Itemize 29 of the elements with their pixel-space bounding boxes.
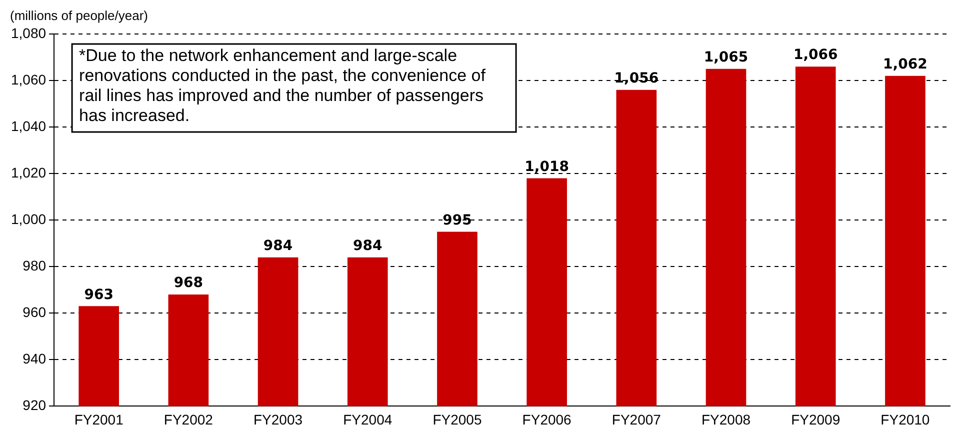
y-tick-label: 1,000 [10,210,46,227]
y-tick-label: 1,020 [10,164,46,180]
data-label: 984 [263,238,293,254]
data-label: 968 [174,275,204,292]
x-tick-label: FY2005 [432,411,482,428]
data-label: 963 [84,286,114,303]
data-label: 1,062 [883,56,928,73]
y-tick-label: 980 [22,257,46,274]
data-label: 984 [353,238,382,254]
data-label: 1,018 [524,158,569,175]
y-tick-label: 1,040 [10,118,46,134]
y-tick-label: 1,060 [10,71,46,88]
y-tick-label: 960 [22,304,46,320]
x-tick-label: FY2007 [612,411,662,428]
x-tick-label: FY2009 [791,411,840,428]
x-tick-label: FY2002 [164,411,214,428]
y-tick-label: 1,080 [10,24,46,41]
y-tick-label: 940 [22,350,46,367]
x-tick-label: FY2008 [701,411,751,428]
y-axis-title: (millions of people/year) [10,8,148,24]
x-tick-label: FY2006 [522,411,572,428]
x-tick-label: FY2001 [74,411,124,428]
x-tick-label: FY2003 [254,411,303,428]
x-tick-label: FY2004 [343,411,392,428]
annotation: *Due to the network enhancement and large-scale renovations conducted in the past, the convenience of rail lines has improved and the number of passengers has increased. [79,46,486,126]
data-label: 1,065 [704,50,748,66]
x-tick-label: FY2010 [880,411,930,428]
y-tick-label: 920 [22,397,46,414]
data-label: 1,066 [793,47,838,64]
